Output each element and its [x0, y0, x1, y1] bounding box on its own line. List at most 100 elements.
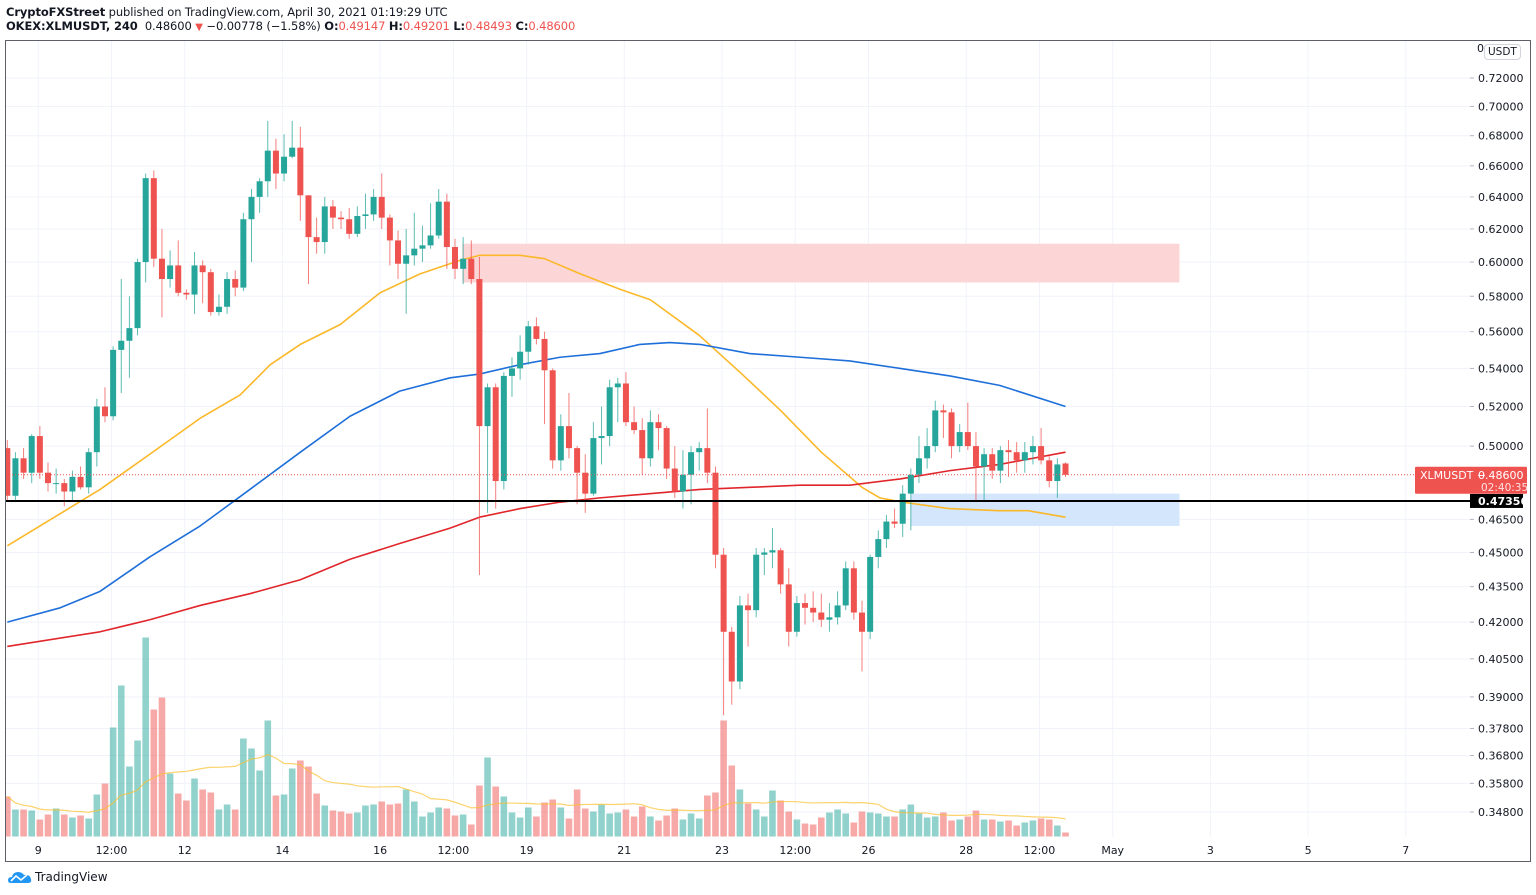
volume-bar [386, 804, 394, 837]
candle-body [842, 568, 849, 606]
volume-bar [549, 799, 556, 837]
candle-body [183, 292, 190, 295]
zones [462, 243, 1180, 526]
candle-body [6, 448, 11, 496]
volume-bar [842, 813, 850, 837]
volume-bar [345, 813, 353, 837]
volume-bar [337, 811, 345, 837]
x-tick-label: 12:00 [779, 844, 811, 857]
candle-body [549, 370, 556, 461]
y-tick-label: 0.37800 [1478, 722, 1524, 735]
candle-body [167, 265, 174, 280]
y-tick-label: 0.68000 [1478, 130, 1524, 143]
volume-bar [964, 816, 972, 837]
candle-body [932, 410, 939, 447]
candle-body [989, 454, 996, 471]
candle-body [679, 474, 686, 492]
volume-bar [264, 720, 272, 837]
volume-bar [883, 816, 890, 837]
y-tick-label: 0.54000 [1478, 362, 1524, 375]
chart-border [5, 40, 1531, 862]
candle-body [338, 217, 345, 220]
candle-body [28, 436, 35, 473]
volume-bar [476, 785, 483, 837]
volume-bar [581, 808, 589, 837]
x-tick-label: 23 [715, 844, 729, 857]
candle-body [655, 422, 662, 429]
volume-bar [1062, 832, 1069, 837]
author-name[interactable]: CryptoFXStreet [6, 5, 106, 19]
volume-bar [761, 816, 768, 837]
volume-bar [850, 822, 858, 837]
candle-body [346, 219, 353, 234]
volume-bar [248, 748, 255, 837]
x-tick-label: 3 [1207, 844, 1214, 857]
volume-bar [907, 804, 915, 837]
volume-bar [858, 811, 866, 837]
candle-body [476, 279, 483, 427]
x-tick-label: 21 [617, 844, 631, 857]
volume-ma-line [6, 754, 1066, 820]
volume-bar [980, 819, 988, 837]
grid [6, 41, 1470, 837]
candle-body [802, 603, 809, 608]
candle-body [248, 196, 255, 220]
currency-button[interactable]: USDT [1484, 44, 1521, 60]
volume-bar [598, 804, 605, 837]
volume-bar [728, 765, 736, 837]
candle-body [20, 458, 27, 473]
volume-bar [215, 809, 223, 837]
volume-bar [712, 792, 719, 837]
candle-body [1038, 446, 1045, 461]
volume-bar [956, 819, 963, 837]
volume-bar [223, 804, 231, 837]
y-tick-label: 0.62000 [1478, 223, 1524, 236]
candle-body [1005, 450, 1012, 453]
candle-body [85, 452, 92, 488]
volume-bar [69, 817, 76, 837]
y-tick-label: 0.50000 [1478, 440, 1524, 453]
volume-bar [411, 801, 418, 837]
symbol-name[interactable]: OKEX:XLMUSDT, 240 [6, 19, 138, 33]
volume-bar [166, 773, 174, 837]
volume-bar [1021, 822, 1029, 837]
volume-bar [297, 760, 304, 837]
candle-body [77, 476, 84, 488]
volume-bar [590, 811, 597, 837]
volume-bar [638, 806, 646, 837]
candle-body [541, 338, 548, 371]
x-tick-label: 7 [1402, 844, 1409, 857]
volume-bar [28, 810, 36, 837]
candle-body [435, 201, 442, 236]
candle-body [622, 383, 629, 423]
candle-body [370, 196, 377, 215]
y-tick-label: 0.39000 [1478, 691, 1524, 704]
volume-bar [93, 794, 101, 837]
volume-bar [704, 795, 711, 837]
candle-body [289, 147, 296, 157]
last-price-symbol: XLMUSDT − [1420, 469, 1486, 482]
candle-body [875, 539, 882, 557]
volume-bar [606, 813, 613, 837]
volume-bar [52, 808, 60, 837]
candle-body [452, 247, 458, 269]
volume-bar [484, 757, 491, 837]
volume-bar [126, 766, 133, 837]
volume-bar [565, 818, 573, 837]
volume-bar [378, 801, 386, 837]
candle-body [134, 262, 141, 329]
volume-bar [573, 789, 581, 837]
y-tick-label: 0.56000 [1478, 326, 1524, 339]
candle-body [557, 426, 564, 461]
y-tick-label: 0.42000 [1478, 616, 1524, 629]
candle-body [1062, 463, 1069, 475]
candle-body [126, 328, 133, 341]
volume-bar [614, 812, 622, 837]
time-axis[interactable]: 9 12:00 12 14 16 12:00 19 21 23 12:00 26 28 12:00 May… [35, 844, 1410, 857]
volume-bar [940, 812, 947, 837]
tradingview-logo[interactable]: TradingView [8, 870, 108, 884]
y-tick-label: 0.34800 [1478, 806, 1524, 819]
candle-body [1021, 452, 1028, 461]
price-axis[interactable]: 0.72000 0.70000 0.68000 0.66000 0.64000 0.620… [1470, 72, 1524, 819]
